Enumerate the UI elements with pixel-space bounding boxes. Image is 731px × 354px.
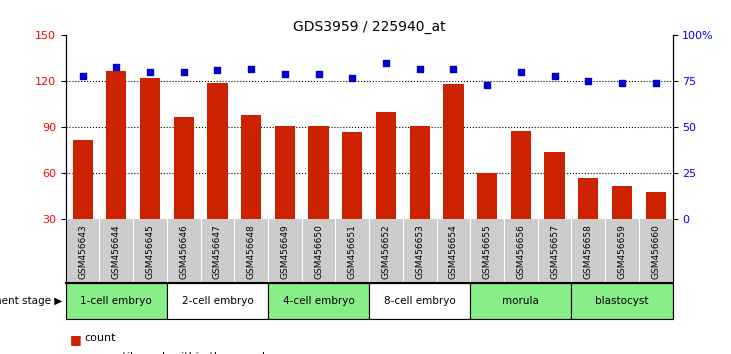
Point — [481, 82, 493, 88]
Bar — [66, 283, 167, 319]
Point — [246, 66, 257, 72]
Point — [515, 69, 526, 75]
Text: GSM456656: GSM456656 — [516, 224, 526, 279]
Text: development stage ▶: development stage ▶ — [0, 296, 62, 306]
Text: GSM456649: GSM456649 — [281, 224, 289, 279]
Text: GSM456644: GSM456644 — [112, 224, 121, 279]
Text: GSM456643: GSM456643 — [78, 224, 87, 279]
Point — [279, 71, 291, 77]
Text: ■: ■ — [69, 333, 81, 346]
Text: GSM456657: GSM456657 — [550, 224, 559, 279]
Text: count: count — [84, 333, 115, 343]
Text: GSM456652: GSM456652 — [382, 224, 390, 279]
Text: 8-cell embryo: 8-cell embryo — [384, 296, 455, 306]
Point — [77, 73, 88, 79]
Point — [110, 64, 122, 69]
Text: ■: ■ — [69, 352, 81, 354]
Point — [211, 68, 223, 73]
Bar — [511, 131, 531, 266]
Point — [650, 80, 662, 86]
Bar — [140, 78, 160, 266]
Bar — [275, 126, 295, 266]
Text: GSM456655: GSM456655 — [482, 224, 492, 279]
Bar — [369, 283, 470, 319]
Text: GSM456647: GSM456647 — [213, 224, 222, 279]
Bar — [342, 132, 363, 266]
Point — [583, 79, 594, 84]
Bar — [612, 186, 632, 266]
Bar — [409, 126, 430, 266]
Text: GSM456650: GSM456650 — [314, 224, 323, 279]
Text: morula: morula — [502, 296, 539, 306]
Point — [346, 75, 358, 81]
Bar — [241, 115, 261, 266]
Bar — [545, 152, 564, 266]
Bar — [72, 140, 93, 266]
Bar — [208, 83, 227, 266]
Bar — [167, 283, 268, 319]
Text: GSM456645: GSM456645 — [145, 224, 154, 279]
Text: 2-cell embryo: 2-cell embryo — [181, 296, 254, 306]
Bar — [174, 117, 194, 266]
Bar — [470, 283, 572, 319]
Text: GSM456659: GSM456659 — [618, 224, 626, 279]
Text: blastocyst: blastocyst — [595, 296, 648, 306]
Point — [616, 80, 628, 86]
Point — [549, 73, 561, 79]
Point — [380, 60, 392, 66]
Text: 4-cell embryo: 4-cell embryo — [283, 296, 355, 306]
Text: GSM456648: GSM456648 — [246, 224, 256, 279]
Title: GDS3959 / 225940_at: GDS3959 / 225940_at — [293, 21, 445, 34]
Text: percentile rank within the sample: percentile rank within the sample — [84, 352, 272, 354]
Point — [447, 66, 459, 72]
Bar — [106, 71, 126, 266]
Text: GSM456646: GSM456646 — [179, 224, 189, 279]
Text: GSM456651: GSM456651 — [348, 224, 357, 279]
Bar — [477, 173, 497, 266]
Text: GSM456653: GSM456653 — [415, 224, 424, 279]
Bar — [376, 112, 396, 266]
Bar — [645, 192, 666, 266]
Point — [313, 71, 325, 77]
Bar — [443, 85, 463, 266]
Bar — [572, 283, 673, 319]
Point — [144, 69, 156, 75]
Text: GSM456658: GSM456658 — [584, 224, 593, 279]
Bar — [308, 126, 329, 266]
Text: GSM456654: GSM456654 — [449, 224, 458, 279]
Point — [178, 69, 189, 75]
Bar — [268, 283, 369, 319]
Text: 1-cell embryo: 1-cell embryo — [80, 296, 152, 306]
Point — [414, 66, 425, 72]
Bar — [578, 178, 599, 266]
Text: GSM456660: GSM456660 — [651, 224, 660, 279]
